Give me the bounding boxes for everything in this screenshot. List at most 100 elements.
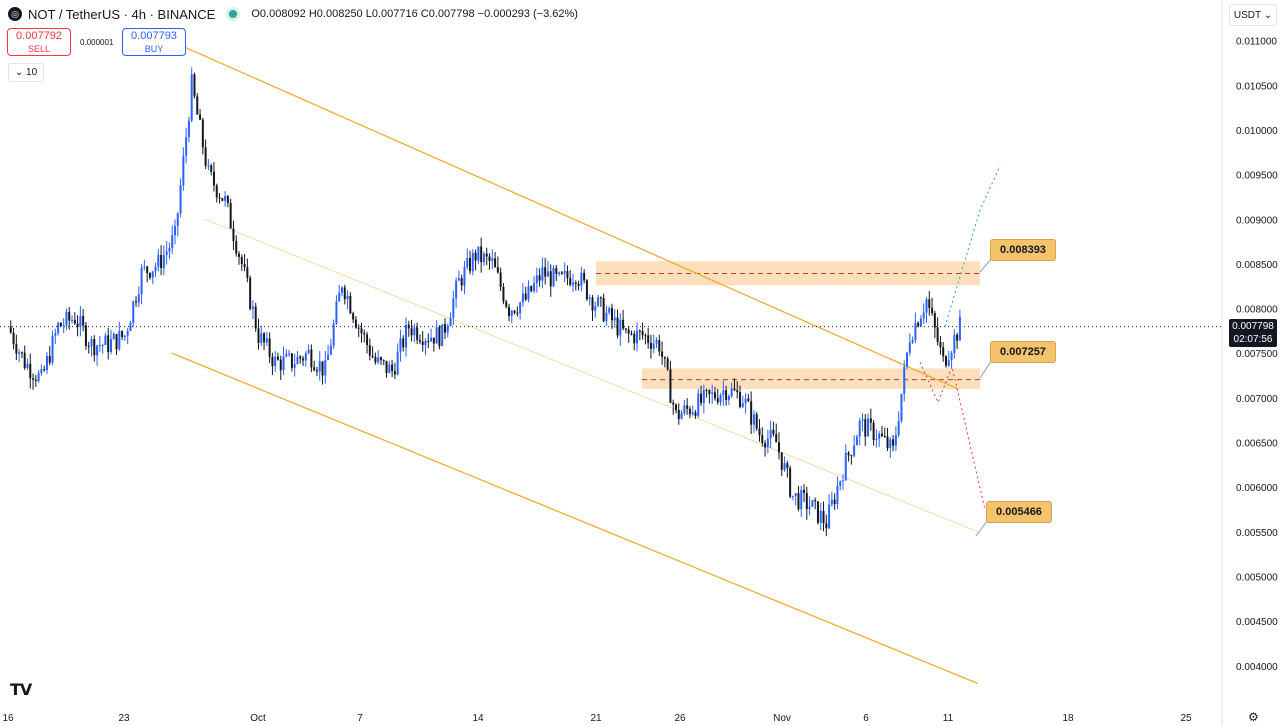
- candle-body: [686, 405, 689, 409]
- candle-body: [853, 445, 856, 456]
- candle-body: [713, 392, 716, 399]
- candle-body: [162, 255, 165, 268]
- candle-body: [939, 342, 942, 348]
- y-tick-label: 0.005500: [1236, 528, 1278, 539]
- candle-body: [822, 510, 825, 524]
- candle-body: [800, 489, 803, 510]
- candle-body: [675, 404, 677, 411]
- candle-body: [508, 306, 510, 317]
- candle-body: [416, 327, 419, 341]
- candle-body: [950, 353, 953, 361]
- candle-body: [34, 379, 37, 382]
- candle-body: [892, 439, 895, 446]
- candle-body: [953, 334, 956, 354]
- candle-body: [274, 356, 277, 367]
- candle-body: [23, 352, 26, 369]
- candle-body: [944, 356, 947, 366]
- candle-body: [644, 335, 647, 337]
- candle-body: [775, 434, 778, 443]
- candle-body: [839, 481, 842, 487]
- y-tick-label: 0.006500: [1236, 439, 1278, 450]
- spread-value: 0.000001: [80, 38, 114, 47]
- candle-body: [140, 267, 143, 295]
- candle-body: [917, 322, 920, 327]
- candle-body: [519, 302, 522, 314]
- annotation-target[interactable]: 0.005466: [986, 501, 1052, 523]
- candle-body: [480, 246, 483, 263]
- candle-body: [591, 297, 594, 311]
- candle-body: [538, 275, 541, 281]
- candle-body: [246, 267, 249, 278]
- candle-body: [132, 301, 135, 323]
- symbol-title[interactable]: NOT / TetherUS · 4h · BINANCE: [28, 6, 216, 22]
- x-tick-label: 23: [118, 713, 130, 724]
- currency-dropdown[interactable]: USDT ⌄: [1229, 4, 1277, 26]
- candle-body: [123, 335, 126, 337]
- candle-body: [641, 331, 644, 336]
- bullish-projection: [944, 165, 1001, 327]
- gear-icon[interactable]: ⚙: [1248, 710, 1259, 724]
- y-tick-label: 0.005000: [1236, 572, 1278, 583]
- candle-body: [349, 295, 352, 314]
- candle-body: [154, 266, 157, 272]
- candle-body: [251, 306, 254, 309]
- interval-button[interactable]: ⌄ 10: [8, 63, 44, 82]
- candle-body: [360, 328, 363, 334]
- x-tick-label: 6: [863, 713, 869, 724]
- market-open-dot-icon: [229, 10, 238, 18]
- candle-body: [719, 395, 722, 403]
- candle-body: [268, 338, 271, 357]
- candle-body: [321, 361, 324, 376]
- sell-button[interactable]: 0.007792 SELL: [7, 28, 71, 56]
- candle-body: [65, 311, 68, 326]
- candle-body: [577, 283, 580, 286]
- candle-body: [463, 267, 466, 286]
- candle-body: [521, 293, 524, 303]
- candle-body: [235, 241, 238, 254]
- candle-body: [335, 301, 338, 324]
- candle-body: [179, 185, 182, 214]
- candle-body: [727, 396, 730, 400]
- annotation-upper-zone[interactable]: 0.008393: [990, 239, 1056, 261]
- candle-body: [777, 442, 780, 453]
- annotation-lower-zone[interactable]: 0.007257: [990, 341, 1056, 363]
- candle-body: [769, 429, 772, 439]
- candle-body: [171, 235, 174, 248]
- buy-button[interactable]: 0.007793 BUY: [122, 28, 186, 56]
- candle-body: [413, 327, 416, 336]
- candle-body: [705, 389, 708, 391]
- candle-body: [129, 322, 132, 331]
- candle-body: [766, 438, 769, 448]
- candle-body: [318, 361, 321, 372]
- candle-body: [193, 74, 196, 97]
- candle-body: [750, 401, 753, 425]
- candle-body: [452, 298, 455, 318]
- candle-body: [919, 318, 922, 327]
- tradingview-logo-icon[interactable]: TV: [10, 680, 32, 699]
- candle-body: [354, 319, 357, 328]
- candle-body: [151, 271, 154, 278]
- y-tick-label: 0.004500: [1236, 617, 1278, 628]
- candle-body: [585, 280, 588, 300]
- candle-body: [43, 369, 46, 371]
- candle-body: [624, 328, 627, 330]
- x-tick-label: Oct: [250, 713, 266, 724]
- candle-body: [842, 480, 844, 482]
- candle-body: [875, 438, 878, 441]
- candle-body: [669, 369, 672, 403]
- candle-body: [224, 196, 227, 201]
- candle-body: [174, 226, 176, 236]
- candle-body: [739, 392, 742, 407]
- candle-body: [104, 335, 107, 345]
- candle-body: [438, 327, 441, 347]
- candle-body: [352, 313, 355, 320]
- candle-body: [143, 266, 146, 268]
- candle-body: [471, 252, 474, 272]
- candle-body: [20, 352, 23, 354]
- candle-body: [599, 297, 602, 299]
- candle-body: [602, 298, 605, 322]
- candle-body: [455, 280, 458, 299]
- candle-body: [243, 264, 246, 268]
- candle-body: [148, 273, 151, 278]
